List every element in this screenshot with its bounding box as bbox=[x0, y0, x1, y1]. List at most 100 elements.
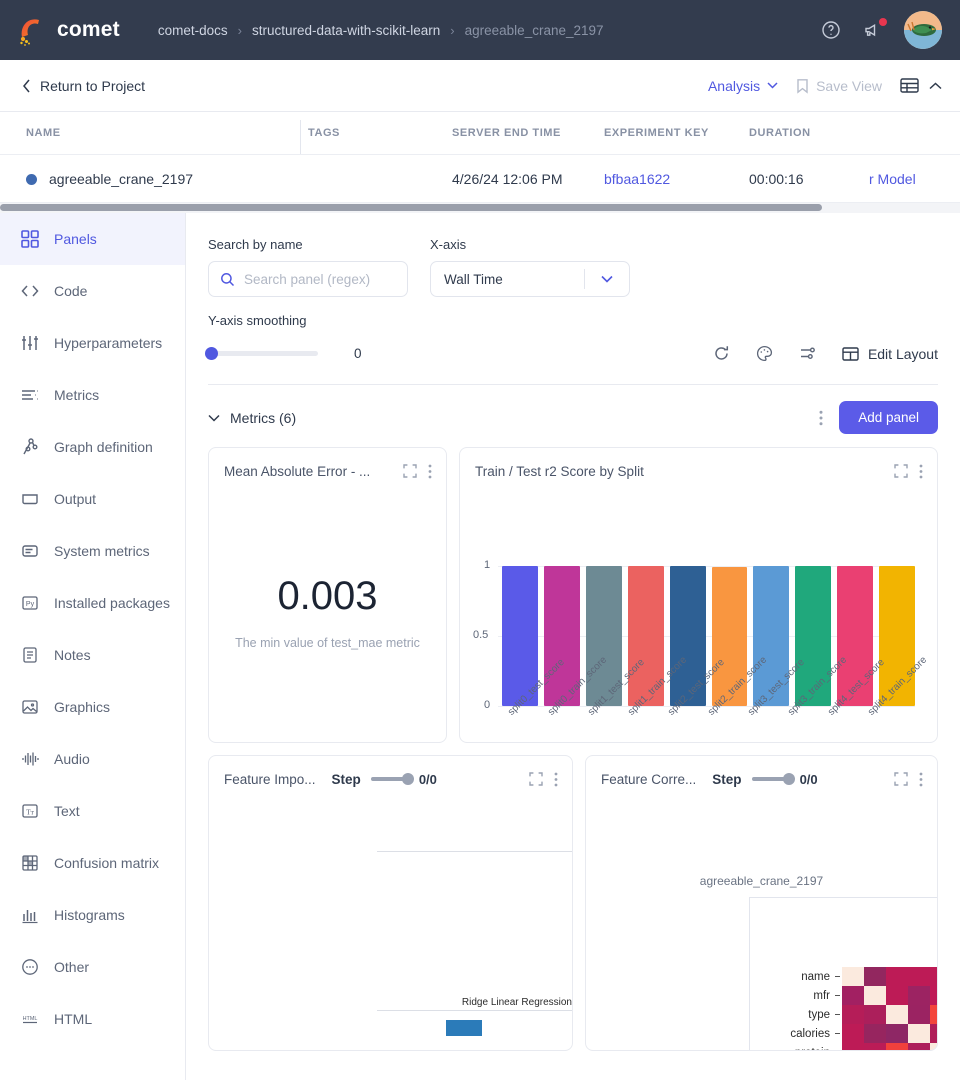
bar[interactable] bbox=[627, 566, 664, 706]
step-slider-group[interactable]: Step 0/0 bbox=[712, 772, 817, 787]
user-avatar[interactable] bbox=[904, 11, 942, 49]
bar[interactable] bbox=[543, 566, 580, 706]
bar[interactable] bbox=[795, 566, 832, 706]
duration-cell: 00:00:16 bbox=[749, 170, 804, 187]
chevron-down-icon[interactable] bbox=[208, 414, 220, 422]
slider-handle[interactable] bbox=[205, 347, 218, 360]
sidebar-item-hyperparameters[interactable]: Hyperparameters bbox=[0, 317, 185, 369]
kebab-menu-icon[interactable] bbox=[554, 772, 558, 787]
sidebar-item-code[interactable]: Code bbox=[0, 265, 185, 317]
sidebar-item-audio[interactable]: Audio bbox=[0, 733, 185, 785]
kebab-menu-icon[interactable] bbox=[919, 464, 923, 479]
sidebar-item-label: System metrics bbox=[54, 543, 150, 559]
kebab-menu-icon[interactable] bbox=[919, 772, 923, 787]
expand-icon[interactable] bbox=[894, 464, 908, 478]
register-model-link[interactable]: r Model bbox=[869, 170, 916, 187]
megaphone-icon[interactable] bbox=[862, 18, 887, 41]
experiment-sidebar: Panels Code Hyperparameters Metrics bbox=[0, 213, 186, 1080]
sidebar-item-label: Audio bbox=[54, 751, 90, 767]
panel-feature-correlation[interactable]: Feature Corre... Step 0/0 bbox=[585, 755, 938, 1051]
sidebar-item-confusion-matrix[interactable]: Confusion matrix bbox=[0, 837, 185, 889]
search-input-wrapper[interactable] bbox=[208, 261, 408, 297]
heatmap-row: type bbox=[749, 1005, 937, 1024]
expand-icon[interactable] bbox=[529, 772, 543, 786]
sidebar-item-label: Notes bbox=[54, 647, 91, 663]
comet-logo-icon bbox=[16, 13, 50, 47]
sidebar-item-text[interactable]: Tт Text bbox=[0, 785, 185, 837]
experiment-name: agreeable_crane_2197 bbox=[49, 170, 194, 187]
sidebar-item-notes[interactable]: Notes bbox=[0, 629, 185, 681]
sidebar-item-graphics[interactable]: Graphics bbox=[0, 681, 185, 733]
horizontal-scrollbar[interactable] bbox=[0, 204, 822, 211]
column-header-name[interactable]: NAME bbox=[26, 127, 61, 139]
page-body: Panels Code Hyperparameters Metrics bbox=[0, 213, 960, 1080]
heatmap-rows: namemfrtypecaloriesproteinfat bbox=[749, 967, 937, 1050]
step-slider-handle[interactable] bbox=[782, 773, 795, 785]
sidebar-item-html[interactable]: HTML HTML bbox=[0, 993, 185, 1045]
analysis-dropdown[interactable]: Analysis bbox=[708, 78, 778, 94]
search-input[interactable] bbox=[244, 271, 394, 287]
save-view-button[interactable]: Save View bbox=[796, 78, 882, 94]
sidebar-item-panels[interactable]: Panels bbox=[0, 213, 185, 265]
palette-icon[interactable] bbox=[756, 345, 773, 362]
logo-wordmark: comet bbox=[57, 18, 120, 41]
breadcrumb-project[interactable]: structured-data-with-scikit-learn bbox=[251, 22, 441, 38]
sidebar-item-system-metrics[interactable]: System metrics bbox=[0, 525, 185, 577]
xaxis-select[interactable]: Wall Time bbox=[430, 261, 630, 297]
axis-tick bbox=[835, 1014, 840, 1015]
kebab-menu-icon[interactable] bbox=[428, 464, 432, 479]
bar[interactable] bbox=[753, 566, 790, 706]
save-view-label: Save View bbox=[816, 77, 882, 94]
step-slider-group[interactable]: Step 0/0 bbox=[332, 772, 437, 787]
panel-mean-absolute-error[interactable]: Mean Absolute Error - ... bbox=[208, 447, 447, 743]
chevron-up-icon[interactable] bbox=[929, 81, 942, 90]
panel-feature-importance[interactable]: Feature Impo... Step 0/0 bbox=[208, 755, 573, 1051]
edit-layout-button[interactable]: Edit Layout bbox=[842, 346, 938, 362]
smoothing-slider[interactable] bbox=[205, 347, 318, 360]
bar[interactable] bbox=[502, 566, 538, 706]
expand-icon[interactable] bbox=[403, 464, 417, 478]
sidebar-item-output[interactable]: Output bbox=[0, 473, 185, 525]
image-icon bbox=[20, 697, 40, 717]
panel-title: Feature Corre... bbox=[601, 771, 697, 787]
chevron-down-icon[interactable] bbox=[585, 275, 629, 283]
column-header-tags[interactable]: TAGS bbox=[308, 127, 340, 139]
return-to-project-label: Return to Project bbox=[40, 77, 146, 94]
bar[interactable] bbox=[837, 566, 874, 706]
heatmap-cell bbox=[842, 1043, 864, 1050]
table-view-icon[interactable] bbox=[900, 77, 919, 94]
panels-grid-icon bbox=[20, 229, 40, 249]
bar[interactable] bbox=[669, 566, 706, 706]
add-panel-button[interactable]: Add panel bbox=[839, 401, 938, 434]
heatmap-row-label: type bbox=[808, 1008, 830, 1021]
chevron-down-icon bbox=[767, 82, 778, 89]
breadcrumb-experiment[interactable]: agreeable_crane_2197 bbox=[464, 22, 604, 38]
step-slider[interactable] bbox=[751, 773, 795, 785]
bar[interactable] bbox=[711, 567, 748, 706]
heatmap-cell bbox=[930, 1005, 937, 1024]
kebab-menu-icon[interactable] bbox=[819, 410, 823, 426]
sliders-settings-icon[interactable] bbox=[799, 345, 816, 362]
experiment-key-link[interactable]: bfbaa1622 bbox=[604, 170, 671, 187]
column-header-experiment-key[interactable]: EXPERIMENT KEY bbox=[604, 127, 709, 139]
expand-icon[interactable] bbox=[894, 772, 908, 786]
bar[interactable] bbox=[879, 566, 916, 706]
step-slider[interactable] bbox=[370, 773, 414, 785]
sidebar-item-histograms[interactable]: Histograms bbox=[0, 889, 185, 941]
panel-train-test-r2-score[interactable]: Train / Test r2 Score by Split bbox=[459, 447, 938, 743]
table-row[interactable]: agreeable_crane_2197 4/26/24 12:06 PM bf… bbox=[0, 155, 960, 211]
step-slider-handle[interactable] bbox=[401, 773, 414, 785]
sidebar-item-metrics[interactable]: Metrics bbox=[0, 369, 185, 421]
column-header-duration[interactable]: DURATION bbox=[749, 127, 811, 139]
return-to-project-button[interactable]: Return to Project bbox=[22, 78, 145, 94]
comet-logo[interactable]: comet bbox=[16, 13, 120, 47]
column-header-server-end-time[interactable]: SERVER END TIME bbox=[452, 127, 561, 139]
refresh-icon[interactable] bbox=[713, 345, 730, 362]
sidebar-item-graph-definition[interactable]: Graph definition bbox=[0, 421, 185, 473]
bar[interactable] bbox=[585, 566, 622, 706]
sidebar-item-other[interactable]: Other bbox=[0, 941, 185, 993]
svg-text:Tт: Tт bbox=[26, 808, 35, 817]
help-circle-icon[interactable] bbox=[820, 19, 842, 41]
sidebar-item-installed-packages[interactable]: Py Installed packages bbox=[0, 577, 185, 629]
breadcrumb-workspace[interactable]: comet-docs bbox=[157, 22, 228, 38]
